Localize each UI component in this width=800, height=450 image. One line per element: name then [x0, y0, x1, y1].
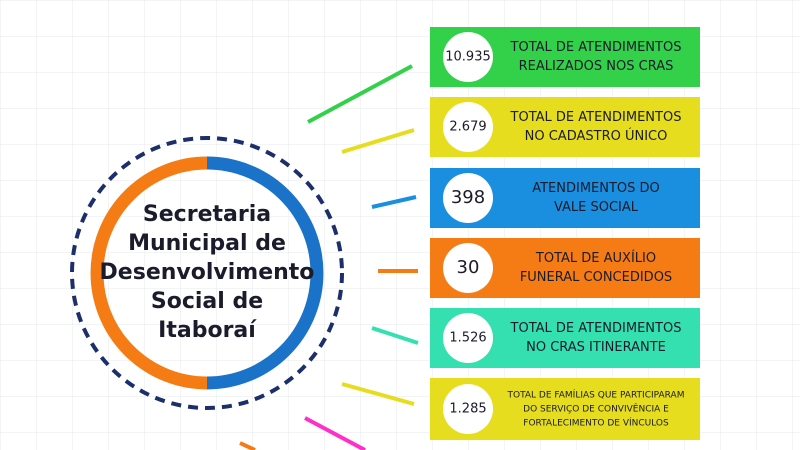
- card-label: DO SERVIÇO DE CONVIVÊNCIA E: [523, 403, 669, 415]
- card-label: FORTALECIMENTO DE VÍNCULOS: [523, 417, 669, 429]
- orange-arc: [90, 156, 208, 390]
- info-card: 10.935 TOTAL DE ATENDIMENTOS REALIZADOS NO…: [307, 27, 700, 124]
- card-number: 1.526: [449, 331, 486, 346]
- info-card: 398 ATENDIMENTOS DO VALE SOCIAL: [371, 168, 700, 228]
- number-badge: [443, 313, 493, 363]
- card-label: ATENDIMENTOS DO: [532, 181, 660, 196]
- card-label: TOTAL DE ATENDIMENTOS: [510, 321, 682, 336]
- number-badge: [443, 243, 493, 293]
- center-line: Social de: [151, 289, 263, 314]
- card-label: NO CADASTRO ÚNICO: [525, 128, 668, 144]
- center-title: Secretaria Municipal de Desenvolvimento Soc…: [100, 202, 315, 343]
- info-card: 1.526 TOTAL DE ATENDIMENTOS NO CRAS ITINER…: [371, 308, 700, 368]
- center-line: Itaboraí: [158, 318, 257, 343]
- card-label: TOTAL DE ATENDIMENTOS: [510, 110, 682, 125]
- card-number: 1.285: [449, 402, 486, 417]
- number-badge: [443, 102, 493, 152]
- connector: [239, 441, 256, 450]
- card-number: 2.679: [449, 120, 486, 135]
- card-label: FUNERAL CONCEDIDOS: [520, 270, 672, 285]
- card-label: REALIZADOS NOS CRAS: [519, 59, 674, 74]
- connector: [341, 128, 415, 154]
- connector: [371, 326, 419, 345]
- connector: [341, 382, 415, 406]
- number-badge: [443, 173, 493, 223]
- center-line: Secretaria: [143, 202, 271, 227]
- connector: [304, 416, 366, 450]
- dashed-ring: [70, 136, 344, 410]
- blue-arc: [206, 156, 324, 390]
- card-label: TOTAL DE AUXÍLIO: [535, 250, 656, 266]
- info-card: 2.679 TOTAL DE ATENDIMENTOS NO CADASTRO ÚN…: [341, 97, 700, 157]
- card-label: TOTAL DE FAMÍLIAS QUE PARTICIPARAM: [507, 389, 685, 401]
- card-label: VALE SOCIAL: [554, 200, 639, 215]
- center-line: Municipal de: [128, 231, 286, 256]
- center-line: Desenvolvimento: [100, 260, 315, 285]
- card-number: 10.935: [445, 50, 491, 65]
- number-badge: [443, 384, 493, 434]
- connector: [307, 64, 413, 124]
- info-card: 1.285 TOTAL DE FAMÍLIAS QUE PARTICIPARAM D…: [341, 378, 700, 440]
- card-number: 30: [457, 257, 480, 278]
- card-label: NO CRAS ITINERANTE: [526, 340, 666, 355]
- info-card: 30 TOTAL DE AUXÍLIO FUNERAL CONCEDIDOS: [378, 238, 700, 298]
- number-badge: [443, 32, 493, 82]
- card-label: TOTAL DE ATENDIMENTOS: [510, 40, 682, 55]
- items: 10.935 TOTAL DE ATENDIMENTOS REALIZADOS NO…: [307, 27, 700, 440]
- card-number: 398: [451, 187, 485, 208]
- connector: [371, 195, 417, 209]
